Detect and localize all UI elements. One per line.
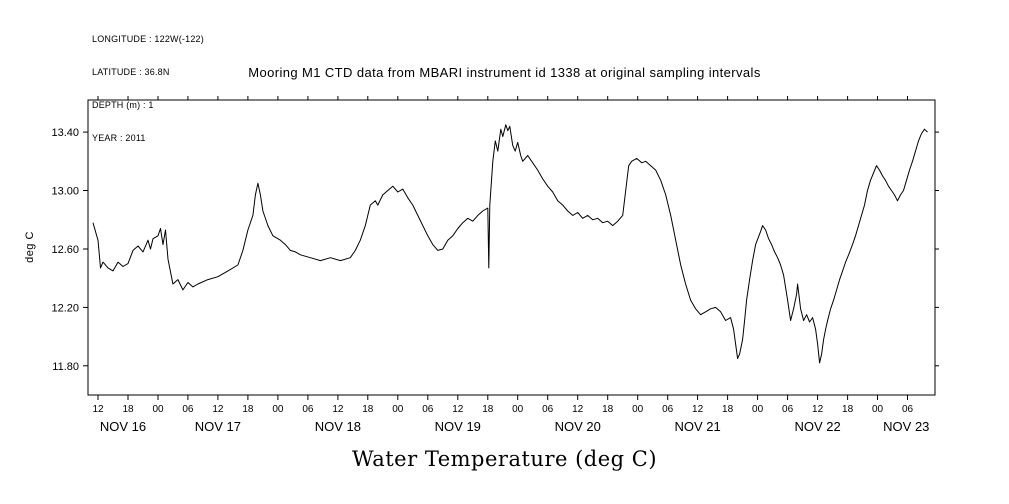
hour-tick-label: 18 [842, 404, 854, 415]
hour-tick-label: 18 [362, 404, 374, 415]
hour-tick-label: 12 [812, 404, 824, 415]
metadata-depth: DEPTH (m) : 1 [92, 100, 154, 110]
date-label: NOV 19 [435, 419, 481, 434]
hour-tick-label: 00 [392, 404, 404, 415]
y-tick-label: 12.20 [51, 302, 79, 314]
hour-tick-label: 00 [872, 404, 884, 415]
date-label: NOV 18 [315, 419, 361, 434]
y-tick-label: 13.00 [51, 186, 79, 198]
hour-tick-label: 18 [122, 404, 134, 415]
y-tick-label: 13.40 [51, 127, 79, 139]
hour-tick-label: 12 [452, 404, 464, 415]
date-label: NOV 20 [555, 419, 601, 434]
hour-tick-label: 12 [332, 404, 344, 415]
hour-tick-label: 12 [692, 404, 704, 415]
metadata-latitude: LATITUDE : 36.8N [92, 67, 170, 77]
hour-tick-label: 00 [752, 404, 764, 415]
hour-tick-label: 06 [662, 404, 674, 415]
hour-tick-label: 00 [632, 404, 644, 415]
hour-tick-label: 06 [182, 404, 194, 415]
hour-tick-label: 06 [902, 404, 914, 415]
hour-tick-label: 06 [542, 404, 554, 415]
hour-tick-label: 06 [302, 404, 314, 415]
date-label: NOV 16 [100, 419, 146, 434]
metadata-block: LONGITUDE : 122W(-122) LATITUDE : 36.8N … [92, 12, 204, 155]
metadata-longitude: LONGITUDE : 122W(-122) [92, 34, 204, 44]
hour-tick-label: 18 [602, 404, 614, 415]
x-axis-title: Water Temperature (deg C) [351, 447, 658, 471]
y-tick-label: 11.80 [52, 361, 79, 373]
date-label: NOV 17 [195, 419, 241, 434]
date-label: NOV 23 [883, 419, 929, 434]
hour-tick-label: 00 [512, 404, 524, 415]
hour-tick-label: 18 [242, 404, 254, 415]
hour-tick-label: 12 [572, 404, 584, 415]
hour-tick-label: 00 [272, 404, 284, 415]
hour-tick-label: 12 [92, 404, 104, 415]
hour-tick-label: 06 [782, 404, 794, 415]
hour-tick-label: 00 [152, 404, 164, 415]
date-label: NOV 22 [794, 419, 840, 434]
temperature-line [92, 124, 928, 364]
hour-tick-label: 06 [422, 404, 434, 415]
y-tick-label: 12.60 [51, 244, 79, 256]
hour-tick-label: 18 [722, 404, 734, 415]
plot-border [87, 99, 936, 396]
metadata-year: YEAR : 2011 [92, 133, 146, 143]
hour-tick-label: 18 [482, 404, 494, 415]
date-label: NOV 21 [674, 419, 720, 434]
chart-title: Mooring M1 CTD data from MBARI instrumen… [248, 65, 761, 80]
hour-tick-label: 12 [212, 404, 224, 415]
